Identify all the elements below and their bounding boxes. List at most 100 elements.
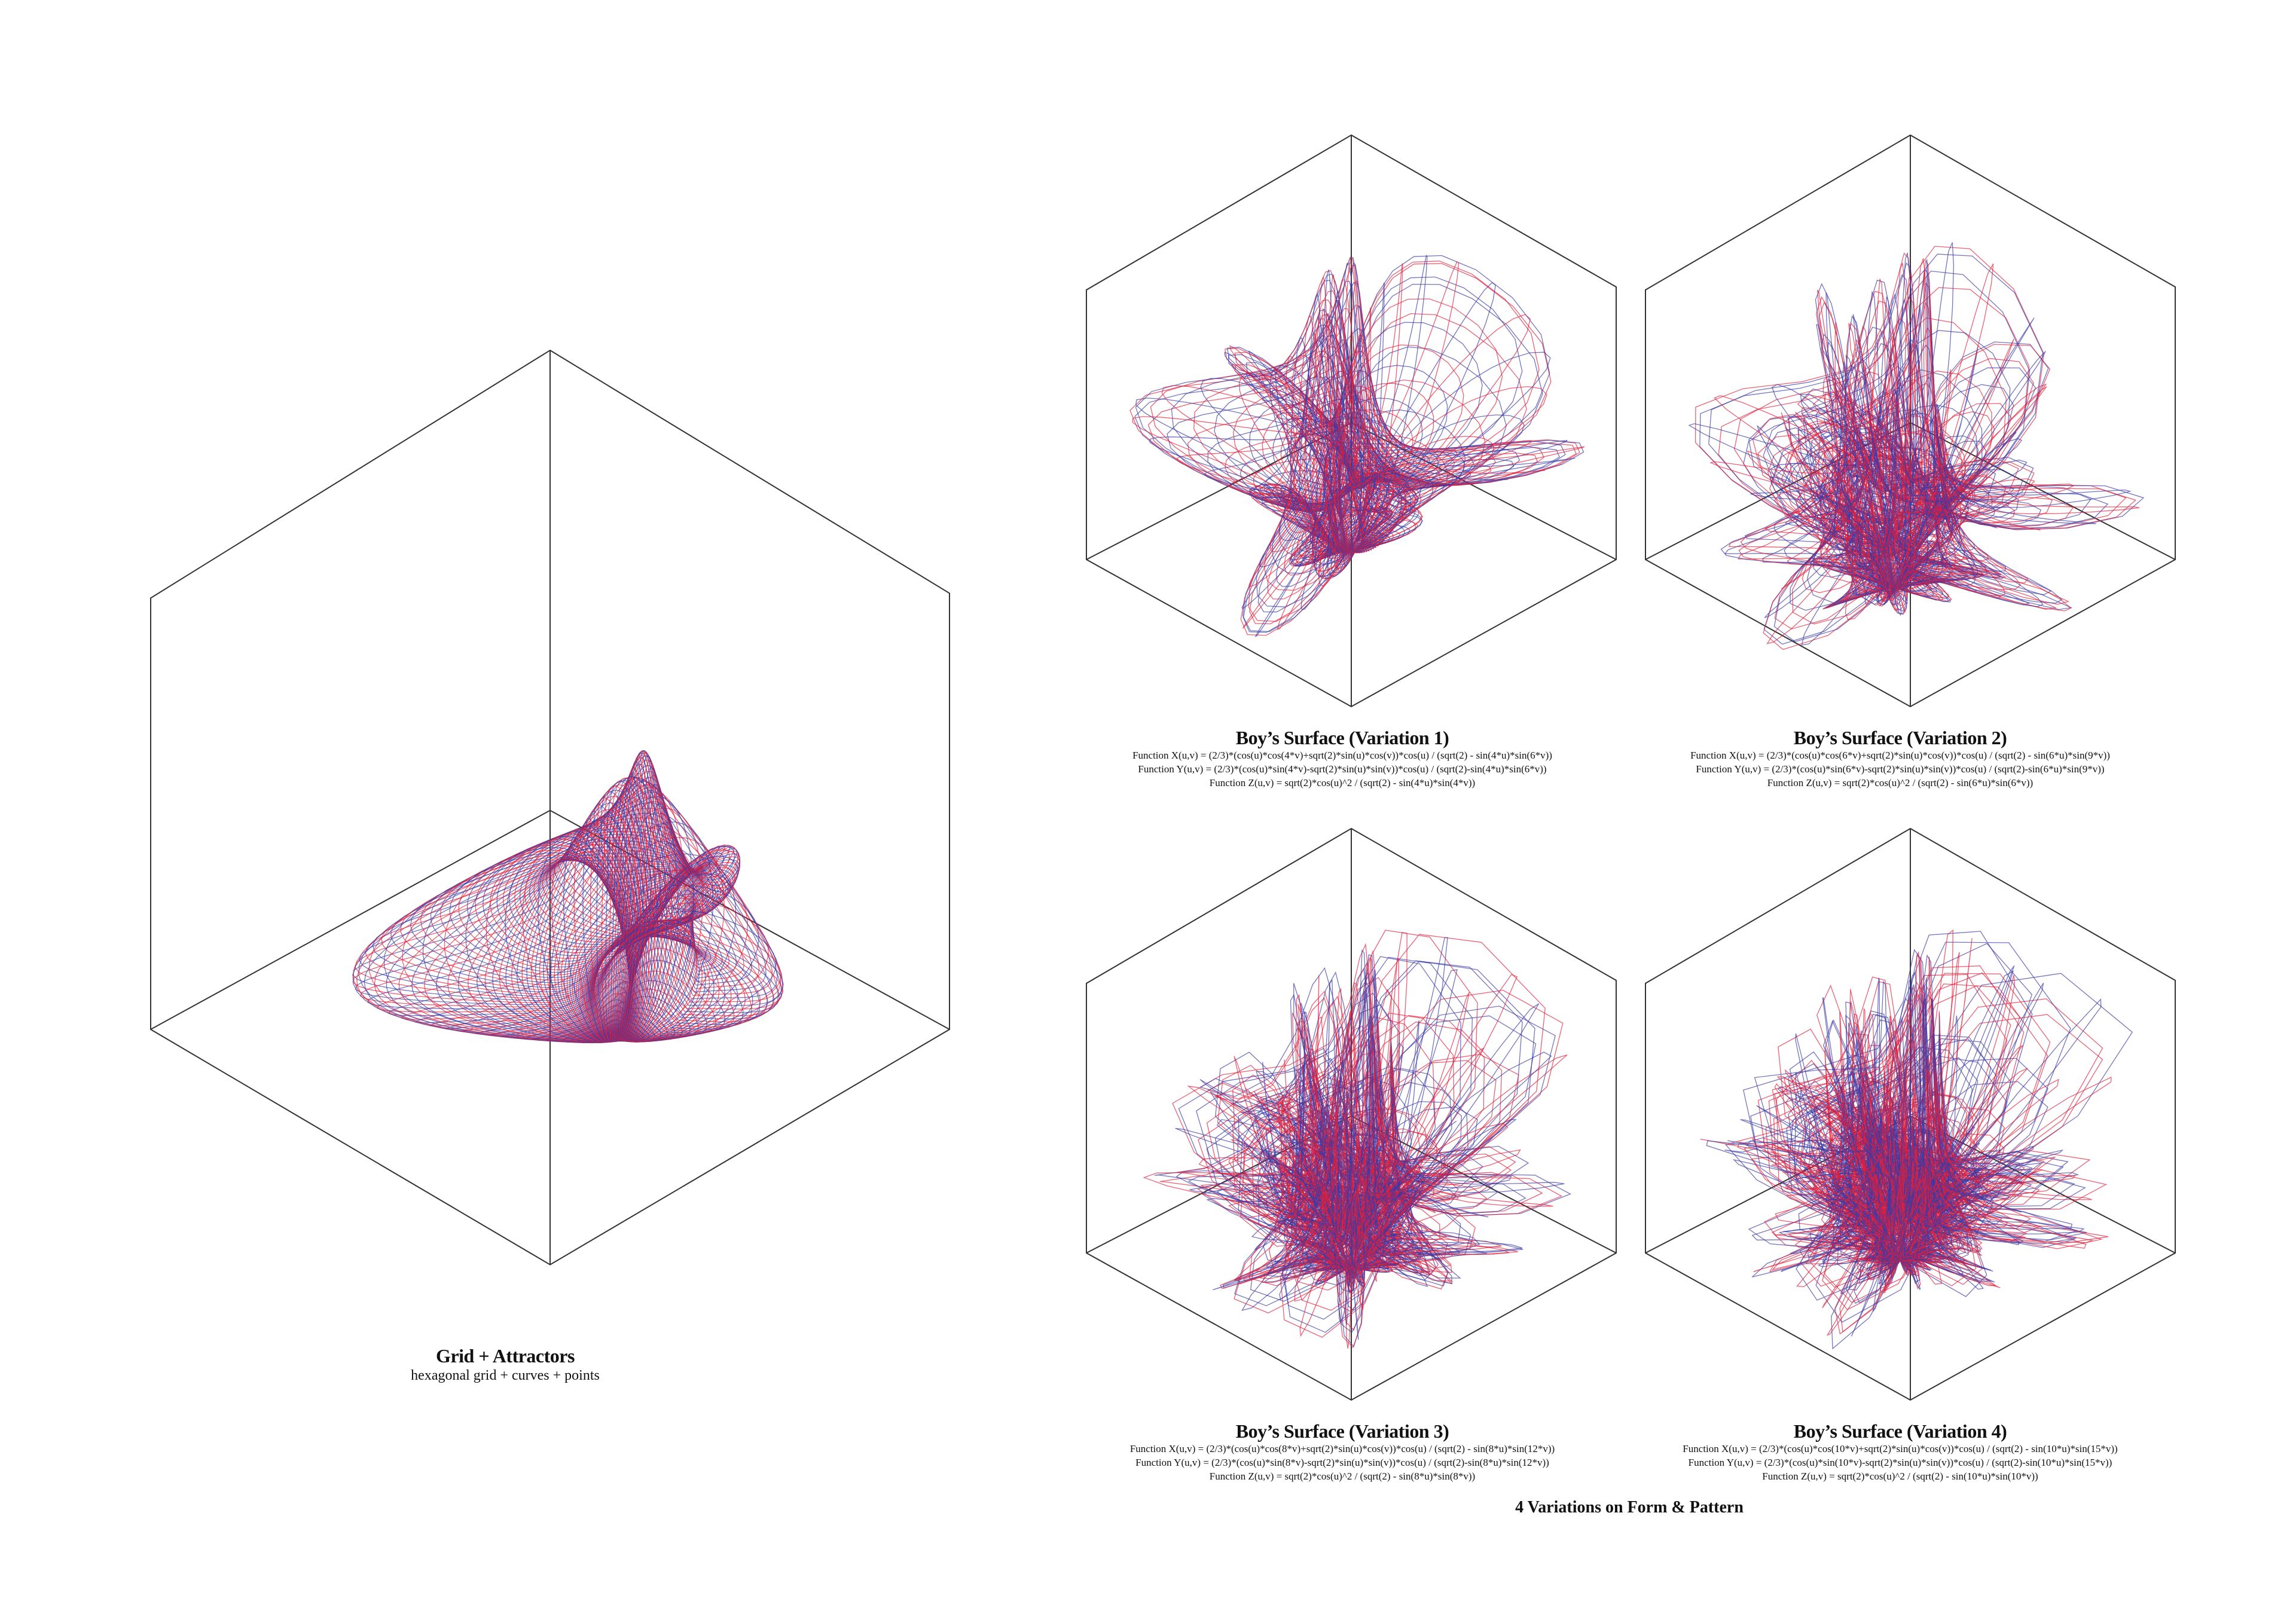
surface-curve	[616, 750, 690, 1042]
surface-curve	[1891, 477, 1931, 592]
surface-curve	[1880, 343, 1917, 591]
main-cube-frame	[150, 349, 950, 1266]
formula-x: Function X(u,v) = (2/3)*(cos(u)*cos(8*v)…	[1129, 1443, 1555, 1454]
surface-curve	[1330, 470, 1421, 553]
surface-curve	[1324, 414, 1525, 553]
main-boys-surface	[352, 750, 784, 1044]
surface-curve	[1329, 1112, 1509, 1270]
surface-curve	[1326, 436, 1495, 553]
surface-curve	[1296, 1011, 1352, 1278]
surface-curve	[594, 919, 698, 1043]
surface-curve	[1327, 451, 1465, 553]
surface-curve	[563, 853, 737, 1038]
surface-curve	[1231, 363, 1347, 572]
surface-curve	[572, 897, 769, 1038]
surface-curve	[1895, 1166, 1935, 1277]
surface-curve	[1883, 304, 1928, 590]
surface-curve	[578, 921, 784, 1039]
surface-curve	[1330, 282, 1496, 553]
surface-curve	[539, 777, 673, 1038]
surface-curve	[596, 917, 694, 1043]
variation-title: Boy’s Surface (Variation 2)	[1793, 727, 2007, 748]
surface-curve	[1797, 1114, 1909, 1270]
surface-curve	[595, 919, 696, 1043]
main-title: Grid + Attractors	[436, 1345, 575, 1367]
main-subtitle: hexagonal grid + curves + points	[411, 1368, 600, 1383]
surface-curve	[584, 934, 768, 1041]
surface-curve	[1241, 289, 1369, 610]
surface-curve	[1216, 1094, 1358, 1282]
surface-curve	[1331, 469, 1394, 554]
surface-curve	[1199, 1079, 1364, 1288]
formula-y: Function Y(u,v) = (2/3)*(cos(u)*sin(6*v)…	[1696, 763, 2105, 775]
variation-2-cube-frame	[1645, 134, 2176, 708]
surface-curve	[1336, 1190, 1412, 1270]
surface-curve	[1787, 344, 2051, 578]
variation-1-caption: Boy’s Surface (Variation 1) Function X(u…	[1132, 727, 1552, 790]
surface-curve	[1785, 1069, 1917, 1274]
surface-curve	[579, 926, 783, 1040]
surface-curve	[1821, 411, 1995, 566]
surface-curve	[1330, 472, 1406, 554]
surface-curve	[598, 910, 694, 1042]
surface-curve	[535, 776, 667, 1038]
surface-curve	[1756, 1105, 1915, 1276]
surface-curve	[1814, 403, 2012, 577]
surface-curve	[1874, 452, 2005, 597]
surface-curve	[1870, 414, 2044, 607]
surface-curve	[1849, 1071, 1925, 1267]
surface-curve	[1346, 958, 1412, 1279]
formula-z: Function Z(u,v) = sqrt(2)*cos(u)^2 / (sq…	[1762, 1471, 2038, 1482]
formula-x: Function X(u,v) = (2/3)*(cos(u)*cos(10*v…	[1683, 1443, 2118, 1454]
variation-3-caption: Boy’s Surface (Variation 3) Function X(u…	[1130, 1420, 1555, 1483]
surface-curve	[1823, 416, 1908, 604]
surface-curve	[597, 914, 694, 1042]
surface-curve	[1339, 282, 1385, 554]
surface-curve	[615, 755, 711, 1042]
surface-curve	[1888, 956, 1994, 1269]
variation-4-surface	[1700, 929, 2133, 1350]
surface-curve	[602, 890, 701, 1042]
surface-curve	[599, 906, 695, 1042]
surface-curve	[1886, 1131, 2020, 1274]
surface-curve	[1325, 1072, 1373, 1274]
surface-curve	[601, 895, 698, 1042]
surface-curve	[609, 842, 731, 1042]
formula-y: Function Y(u,v) = (2/3)*(cos(u)*sin(4*v)…	[1138, 763, 1547, 775]
surface-curve	[569, 885, 759, 1038]
variation-title: Boy’s Surface (Variation 4)	[1793, 1420, 2007, 1442]
surface-curve	[1324, 352, 1551, 553]
surface-curve	[1889, 1175, 1968, 1263]
surface-curve	[1880, 1070, 2087, 1286]
cube-edge	[150, 809, 950, 1030]
formula-z: Function Z(u,v) = sqrt(2)*cos(u)^2 / (sq…	[1767, 777, 2034, 788]
variation-2-caption: Boy’s Surface (Variation 2) Function X(u…	[1690, 727, 2110, 790]
variation-2-surface	[1688, 242, 2145, 650]
surface-curve	[1879, 505, 1956, 591]
formula-y: Function Y(u,v) = (2/3)*(cos(u)*sin(10*v…	[1688, 1457, 2112, 1468]
variation-4-caption: Boy’s Surface (Variation 4) Function X(u…	[1683, 1420, 2117, 1483]
surface-curve	[1147, 308, 1527, 625]
surface-curve	[600, 901, 696, 1042]
surface-curve	[1326, 314, 1531, 553]
variation-3-surface	[1143, 930, 1571, 1349]
surface-curve	[1338, 958, 1400, 1270]
surface-curve	[543, 781, 679, 1038]
surface-curve	[566, 870, 749, 1038]
surface-curve	[560, 837, 725, 1038]
surface-curve	[596, 919, 694, 1043]
surface-curve	[616, 751, 704, 1042]
surface-curve	[1333, 261, 1460, 553]
surface-curve	[574, 907, 777, 1038]
surface-curve	[1335, 1162, 1451, 1270]
surface-curve	[1323, 386, 1547, 553]
surface-curve	[1224, 352, 1347, 577]
formula-x: Function X(u,v) = (2/3)*(cos(u)*cos(4*v)…	[1132, 750, 1552, 761]
formula-x: Function X(u,v) = (2/3)*(cos(u)*cos(6*v)…	[1690, 750, 2110, 761]
surface-curve	[499, 809, 645, 1038]
surface-curve	[1245, 1087, 1366, 1285]
formula-z: Function Z(u,v) = sqrt(2)*cos(u)^2 / (sq…	[1209, 1471, 1476, 1482]
formula-y: Function Y(u,v) = (2/3)*(cos(u)*sin(8*v)…	[1135, 1457, 1549, 1468]
surface-curve	[1329, 463, 1441, 553]
